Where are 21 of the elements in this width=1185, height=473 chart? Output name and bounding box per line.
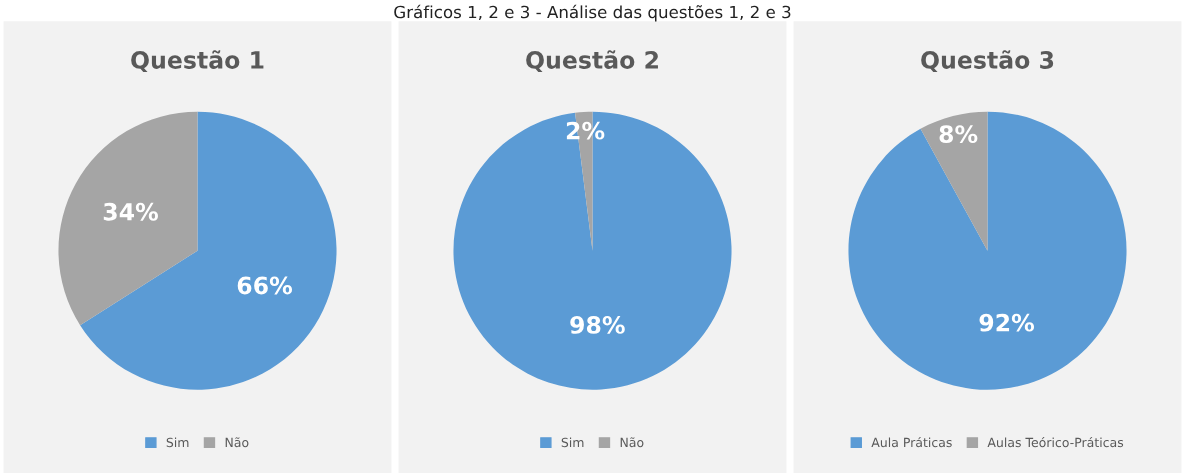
chart-title: Questão 1 [131, 50, 264, 72]
legend-label: Sim [166, 437, 189, 448]
chart-title: Questão 3 [921, 50, 1054, 72]
data-label: 66% [237, 276, 293, 295]
legend-label: Não [225, 437, 249, 448]
pie-slice [848, 111, 1127, 390]
data-label: 92% [979, 313, 1035, 332]
legend-label: Sim [561, 437, 584, 448]
pie-slice [58, 111, 198, 326]
pie-slice [453, 111, 732, 390]
pie-slice [80, 111, 337, 390]
chart-title: Questão 2 [526, 50, 658, 72]
legend-label: Aulas Teórico-Práticas [987, 436, 1124, 448]
data-label: 98% [570, 316, 625, 334]
data-label: 2% [566, 121, 605, 140]
legend-label: Aula Práticas [871, 436, 952, 448]
pie-slice [920, 111, 988, 251]
legend-label: Não [620, 437, 644, 448]
data-label: 34% [103, 202, 158, 221]
text: Gráficos 1, 2 e 3 - Análise das questões 1, 2 e 3 [394, 4, 791, 22]
data-label: 8% [939, 125, 978, 144]
